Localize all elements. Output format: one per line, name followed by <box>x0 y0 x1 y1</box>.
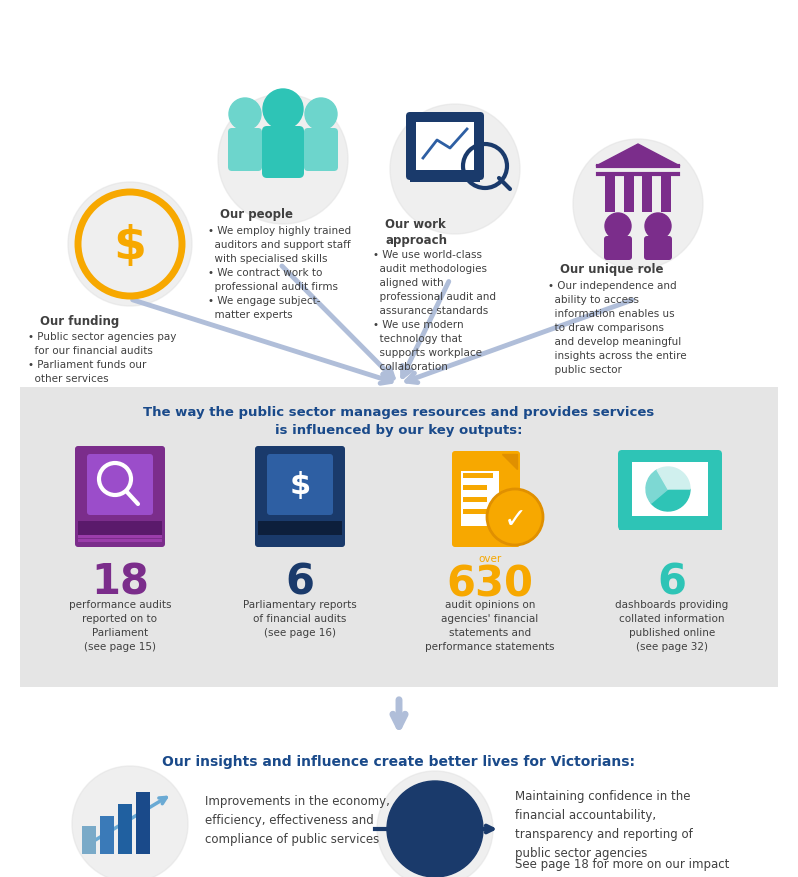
FancyBboxPatch shape <box>262 127 304 179</box>
Text: • Our independence and
  ability to access
  information enables us
  to draw co: • Our independence and ability to access… <box>548 281 686 374</box>
FancyBboxPatch shape <box>618 451 722 531</box>
FancyBboxPatch shape <box>452 452 520 547</box>
Bar <box>78 539 162 542</box>
Polygon shape <box>502 454 517 469</box>
Circle shape <box>68 182 192 307</box>
Bar <box>118 804 132 854</box>
Bar <box>632 462 708 517</box>
Circle shape <box>377 771 493 877</box>
Bar <box>78 522 162 535</box>
Wedge shape <box>646 470 668 503</box>
FancyBboxPatch shape <box>644 237 672 260</box>
Text: • We employ highly trained
  auditors and support staff
  with specialised skill: • We employ highly trained auditors and … <box>208 225 351 319</box>
FancyBboxPatch shape <box>604 237 632 260</box>
Bar <box>136 792 150 854</box>
Bar <box>78 535 162 538</box>
Bar <box>661 175 671 213</box>
Circle shape <box>390 105 520 235</box>
Text: over: over <box>478 553 502 563</box>
Text: • Public sector agencies pay
  for our financial audits
• Parliament funds our
 : • Public sector agencies pay for our fin… <box>28 332 176 383</box>
Text: Improvements in the economy,
efficiency, effectiveness and
compliance of public : Improvements in the economy, efficiency,… <box>205 794 390 845</box>
Bar <box>100 816 114 854</box>
Text: $: $ <box>290 471 310 500</box>
Bar <box>461 472 499 526</box>
Bar <box>78 531 162 534</box>
Circle shape <box>72 766 188 877</box>
Text: $: $ <box>113 225 147 269</box>
Text: See page 18 for more on our impact: See page 18 for more on our impact <box>515 857 729 870</box>
Text: is influenced by our key outputs:: is influenced by our key outputs: <box>275 424 523 437</box>
Text: ✓: ✓ <box>504 505 527 533</box>
Text: performance audits
reported on to
Parliament
(see page 15): performance audits reported on to Parlia… <box>69 599 172 652</box>
Text: Our unique role: Our unique role <box>560 263 663 275</box>
Wedge shape <box>651 489 690 511</box>
Text: Parliamentary reports
of financial audits
(see page 16): Parliamentary reports of financial audit… <box>243 599 357 638</box>
Text: audit opinions on
agencies' financial
statements and
performance statements: audit opinions on agencies' financial st… <box>425 599 555 652</box>
Bar <box>20 388 778 688</box>
Circle shape <box>229 99 261 131</box>
Text: The way the public sector manages resources and provides services: The way the public sector manages resour… <box>144 405 654 418</box>
Circle shape <box>645 214 671 239</box>
Text: 6: 6 <box>286 561 314 603</box>
Bar <box>82 826 96 854</box>
Text: 630: 630 <box>447 563 534 605</box>
Circle shape <box>415 809 455 849</box>
FancyBboxPatch shape <box>228 129 262 172</box>
Bar <box>463 510 487 515</box>
Polygon shape <box>596 145 680 167</box>
FancyBboxPatch shape <box>406 113 484 181</box>
Text: dashboards providing
collated information
published online
(see page 32): dashboards providing collated informatio… <box>615 599 729 652</box>
Circle shape <box>605 214 631 239</box>
Bar <box>624 175 634 213</box>
FancyBboxPatch shape <box>267 454 333 516</box>
Bar <box>416 123 474 171</box>
Circle shape <box>387 781 483 877</box>
Circle shape <box>487 489 543 545</box>
Wedge shape <box>657 467 690 489</box>
Circle shape <box>573 139 703 270</box>
FancyBboxPatch shape <box>87 454 153 516</box>
Bar <box>258 522 342 535</box>
Text: Our funding: Our funding <box>40 315 119 328</box>
FancyBboxPatch shape <box>304 129 338 172</box>
FancyBboxPatch shape <box>255 446 345 547</box>
Circle shape <box>263 90 303 130</box>
Text: Maintaining confidence in the
financial accountability,
transparency and reporti: Maintaining confidence in the financial … <box>515 789 693 859</box>
Text: Our work
approach: Our work approach <box>385 217 447 246</box>
Bar <box>463 474 493 479</box>
Bar <box>463 497 487 503</box>
Bar <box>605 175 615 213</box>
Text: • We use world-class
  audit methodologies
  aligned with
  professional audit a: • We use world-class audit methodologies… <box>373 250 496 372</box>
Text: Our insights and influence create better lives for Victorians:: Our insights and influence create better… <box>163 754 635 768</box>
Bar <box>642 175 652 213</box>
FancyBboxPatch shape <box>75 446 165 547</box>
Circle shape <box>427 821 443 837</box>
Circle shape <box>218 95 348 225</box>
Bar <box>463 486 487 490</box>
Text: Our people: Our people <box>220 208 293 221</box>
Text: 18: 18 <box>91 561 149 603</box>
Text: 6: 6 <box>658 561 686 603</box>
Circle shape <box>401 795 469 863</box>
Bar <box>410 177 480 182</box>
Circle shape <box>305 99 337 131</box>
